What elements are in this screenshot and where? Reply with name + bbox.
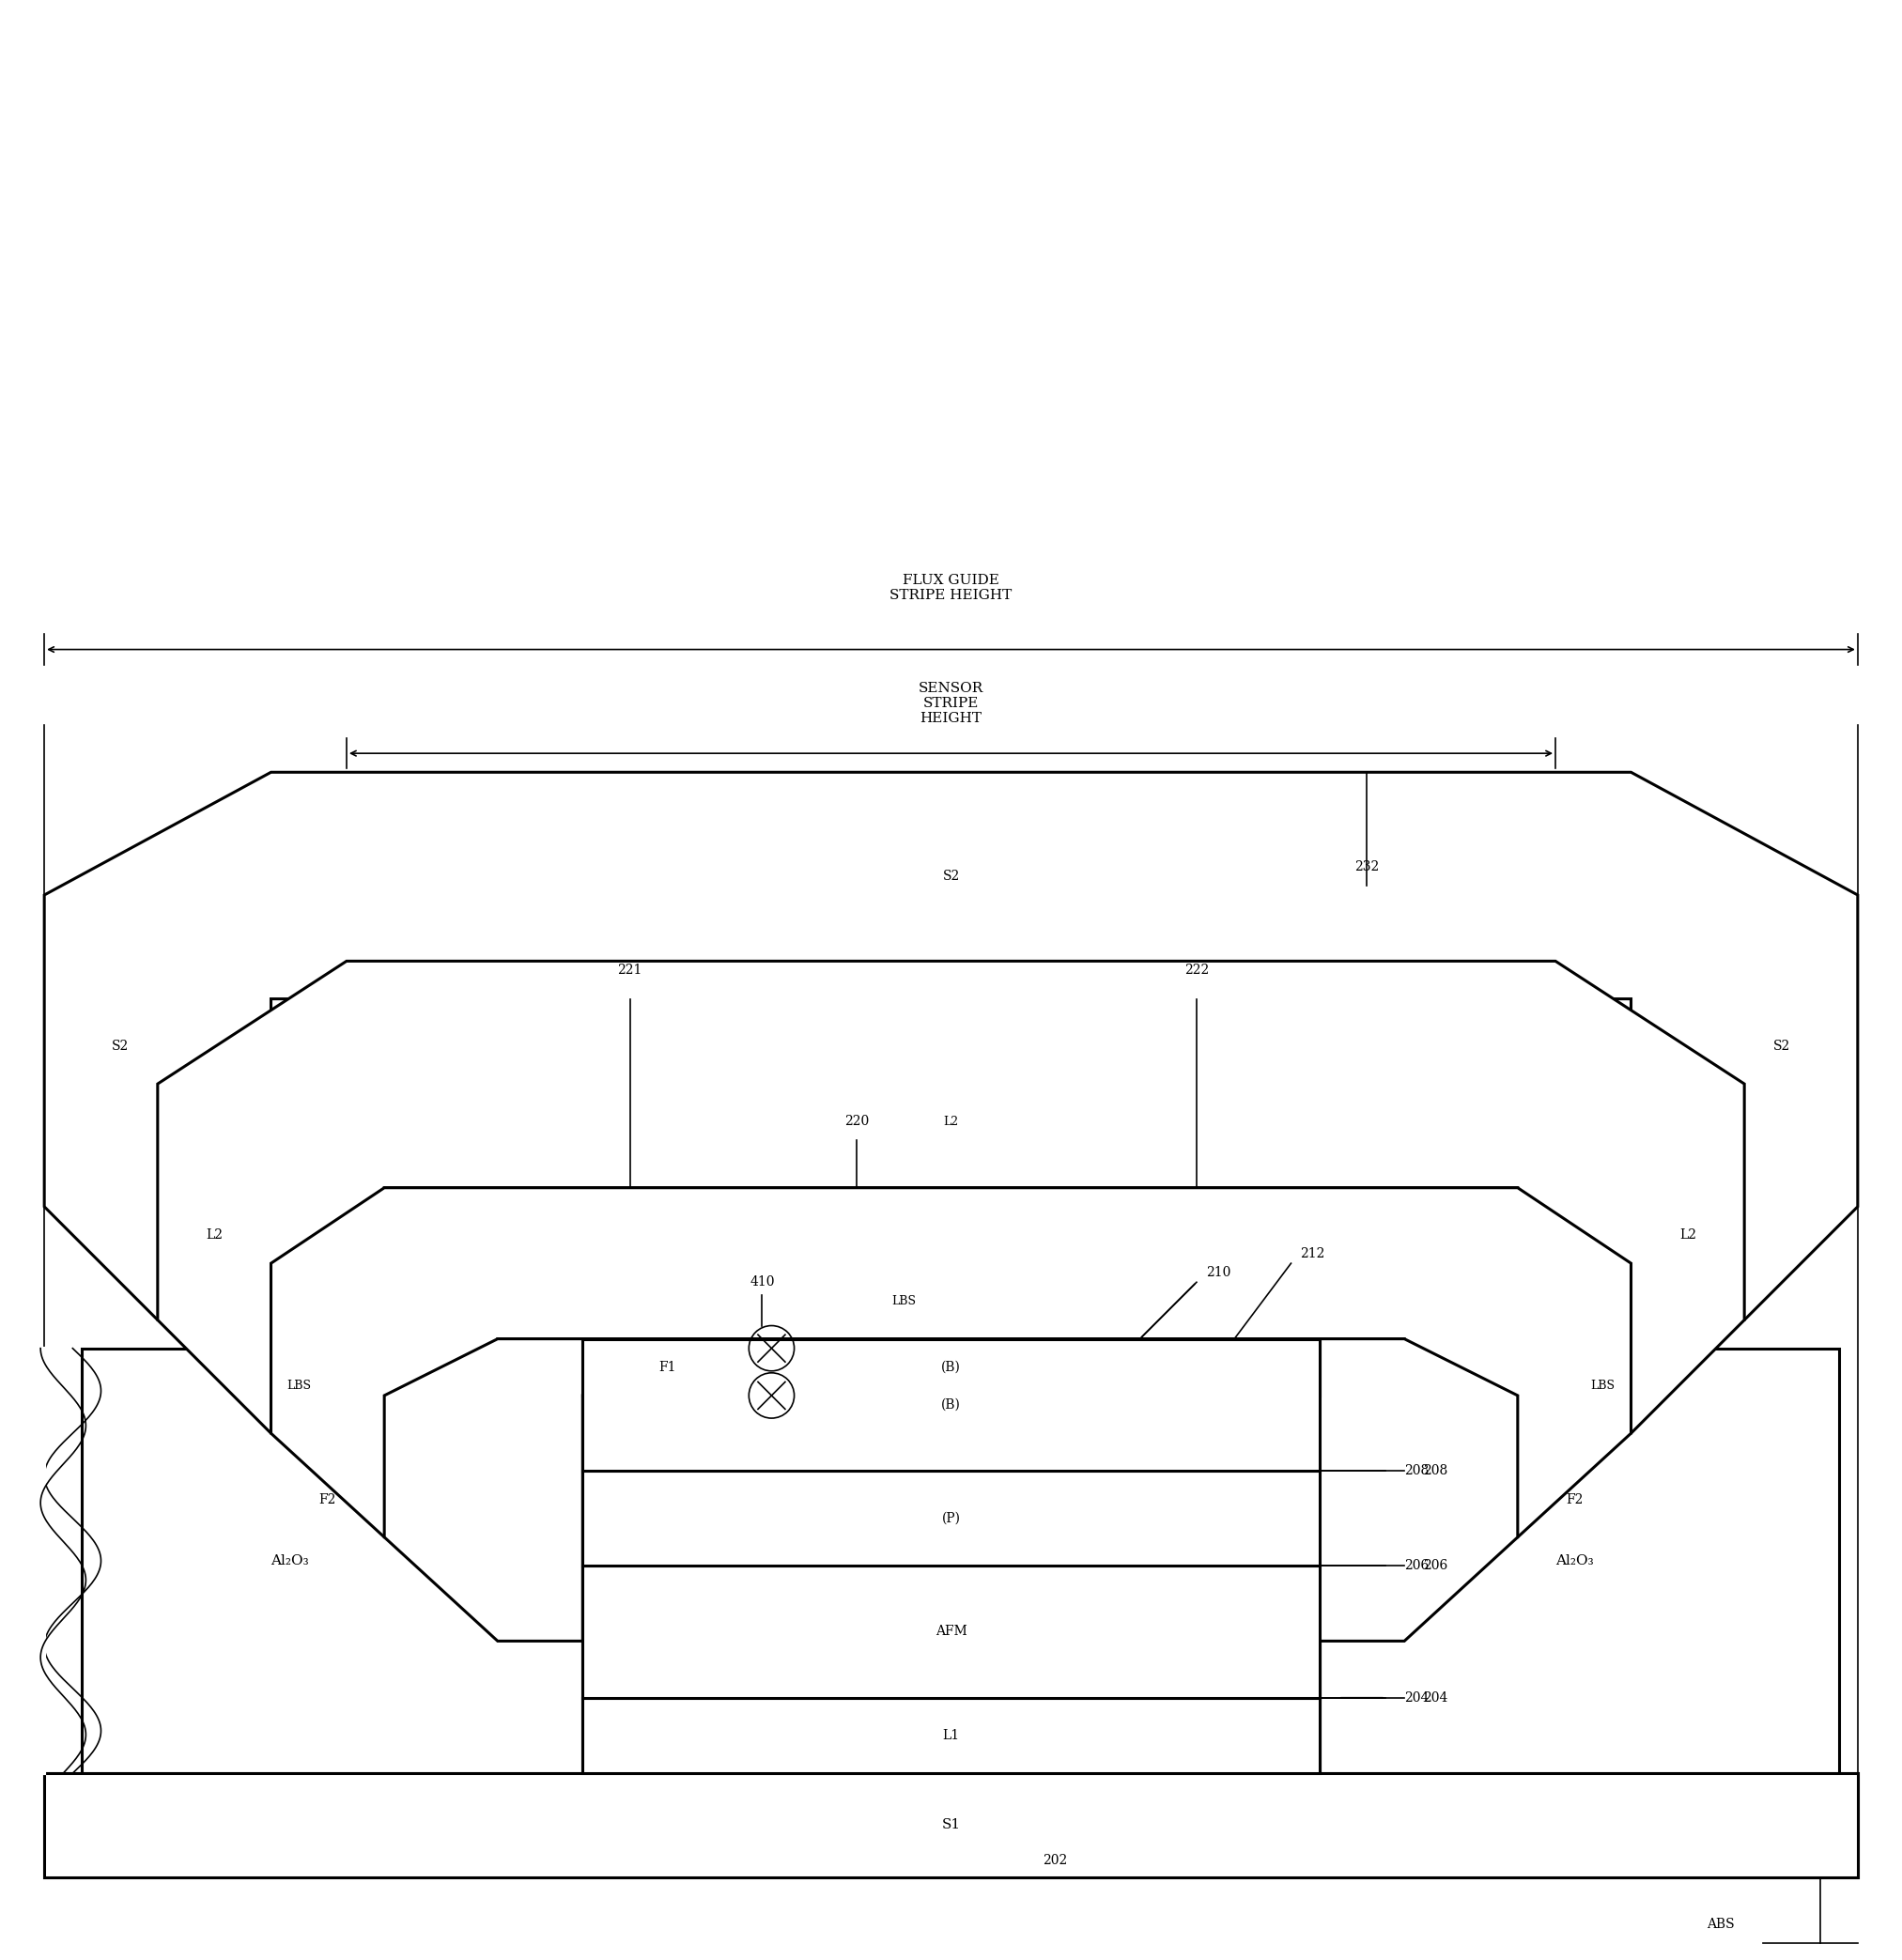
Text: LBS: LBS: [287, 1380, 312, 1392]
Polygon shape: [582, 1697, 1320, 1774]
Text: Al₂O₃: Al₂O₃: [270, 1554, 308, 1568]
Text: F2: F2: [980, 1360, 997, 1374]
Text: 232: 232: [1354, 860, 1379, 874]
Text: (P): (P): [941, 1511, 961, 1525]
Polygon shape: [582, 1339, 1320, 1396]
Text: 202: 202: [1042, 1854, 1067, 1866]
Text: F2: F2: [320, 1494, 337, 1505]
Text: 208: 208: [1404, 1464, 1428, 1478]
Text: (B): (B): [941, 1431, 961, 1445]
Text: AFM: AFM: [936, 1625, 966, 1639]
Text: 210: 210: [1206, 1266, 1231, 1280]
Text: L2: L2: [1679, 1229, 1697, 1241]
Text: 222: 222: [1185, 964, 1210, 978]
Text: ABS: ABS: [1706, 1917, 1735, 1931]
Polygon shape: [158, 960, 1744, 1433]
Text: SENSOR
STRIPE
HEIGHT: SENSOR STRIPE HEIGHT: [919, 682, 983, 725]
Text: 202: 202: [1042, 1854, 1067, 1866]
Text: S2: S2: [941, 870, 961, 882]
Text: 410: 410: [749, 1276, 774, 1290]
Text: 208: 208: [1423, 1464, 1447, 1478]
Text: 204: 204: [1404, 1691, 1428, 1705]
Polygon shape: [44, 1774, 1858, 1878]
Text: 212: 212: [1301, 1247, 1326, 1260]
Text: FLUX GUIDE
STRIPE HEIGHT: FLUX GUIDE STRIPE HEIGHT: [890, 574, 1012, 602]
Polygon shape: [44, 772, 1858, 1319]
Polygon shape: [270, 1188, 1632, 1537]
Text: LBS: LBS: [892, 1296, 917, 1307]
Text: S2: S2: [112, 1039, 129, 1053]
Text: AFM: AFM: [936, 1625, 966, 1639]
Polygon shape: [582, 1566, 1320, 1697]
Text: Al₂O₃: Al₂O₃: [1556, 1554, 1594, 1568]
Text: L2: L2: [943, 1115, 959, 1127]
Polygon shape: [44, 1774, 1858, 1878]
Text: (B): (B): [941, 1397, 961, 1411]
Text: 206: 206: [1423, 1558, 1447, 1572]
Text: F2: F2: [1565, 1494, 1582, 1505]
Polygon shape: [582, 1472, 1320, 1566]
Text: 204: 204: [1423, 1691, 1447, 1705]
Polygon shape: [582, 1566, 1320, 1697]
Text: L1: L1: [943, 1729, 959, 1742]
Polygon shape: [582, 1339, 1320, 1472]
Polygon shape: [82, 1348, 582, 1774]
Text: S1: S1: [941, 1819, 961, 1833]
Text: 220: 220: [844, 1115, 869, 1129]
Text: 221: 221: [618, 964, 643, 978]
Polygon shape: [384, 1339, 1518, 1641]
Text: (P): (P): [941, 1511, 961, 1525]
Text: (B): (B): [941, 1360, 961, 1374]
Polygon shape: [582, 1472, 1320, 1566]
Text: S2: S2: [1773, 1039, 1790, 1053]
Polygon shape: [582, 1405, 1320, 1472]
Text: L2: L2: [205, 1229, 223, 1241]
Text: LBS: LBS: [1590, 1380, 1615, 1392]
Text: 206: 206: [1404, 1558, 1428, 1572]
Polygon shape: [1320, 1348, 1839, 1774]
Text: F1: F1: [658, 1360, 677, 1374]
Text: S1: S1: [941, 1819, 961, 1833]
Polygon shape: [582, 1697, 1320, 1774]
Text: L1: L1: [943, 1729, 959, 1742]
